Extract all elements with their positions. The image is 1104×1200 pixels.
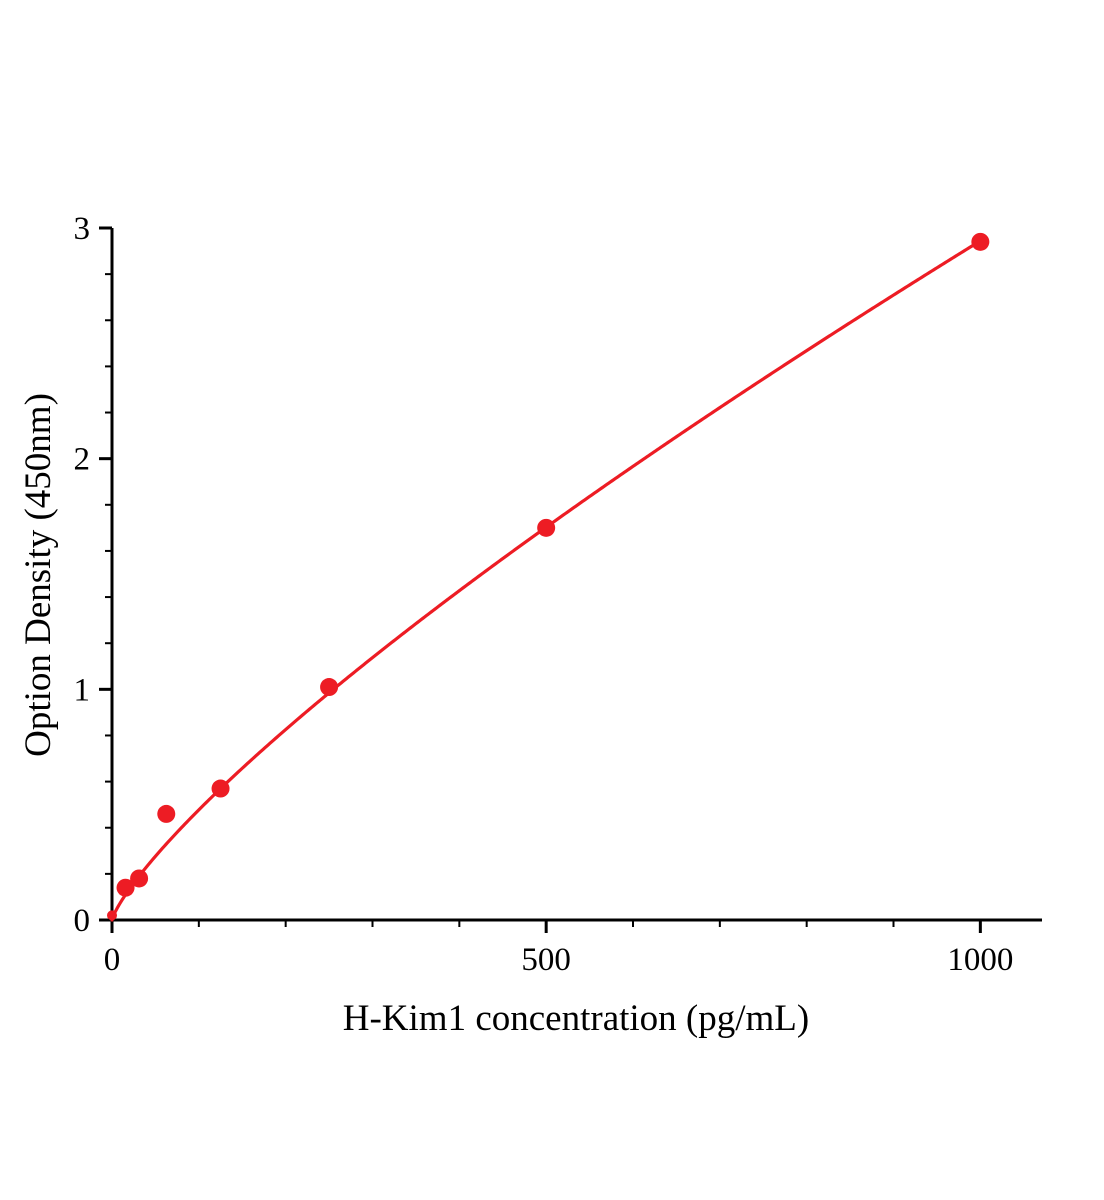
data-point: [130, 869, 149, 888]
data-point: [971, 232, 990, 251]
data-point: [116, 878, 135, 897]
y-tick-label: 3: [74, 211, 91, 247]
x-axis-label: H-Kim1 concentration (pg/mL): [343, 998, 809, 1039]
data-point: [211, 779, 230, 798]
plot-area: 0 500 1000 0 1 2 3: [74, 211, 1042, 978]
data-point: [157, 804, 176, 823]
y-tick-label: 2: [74, 442, 91, 478]
y-axis-label: Option Density (450nm): [18, 393, 59, 757]
data-point: [537, 518, 556, 537]
y-tick-label: 0: [74, 903, 91, 939]
x-tick-label: 1000: [947, 942, 1013, 978]
fit-curve: [110, 239, 982, 922]
y-tick-label: 1: [74, 672, 91, 708]
x-tick-label: 500: [521, 942, 571, 978]
data-point: [107, 910, 117, 921]
x-tick-label: 0: [104, 942, 121, 978]
data-point: [320, 678, 339, 697]
